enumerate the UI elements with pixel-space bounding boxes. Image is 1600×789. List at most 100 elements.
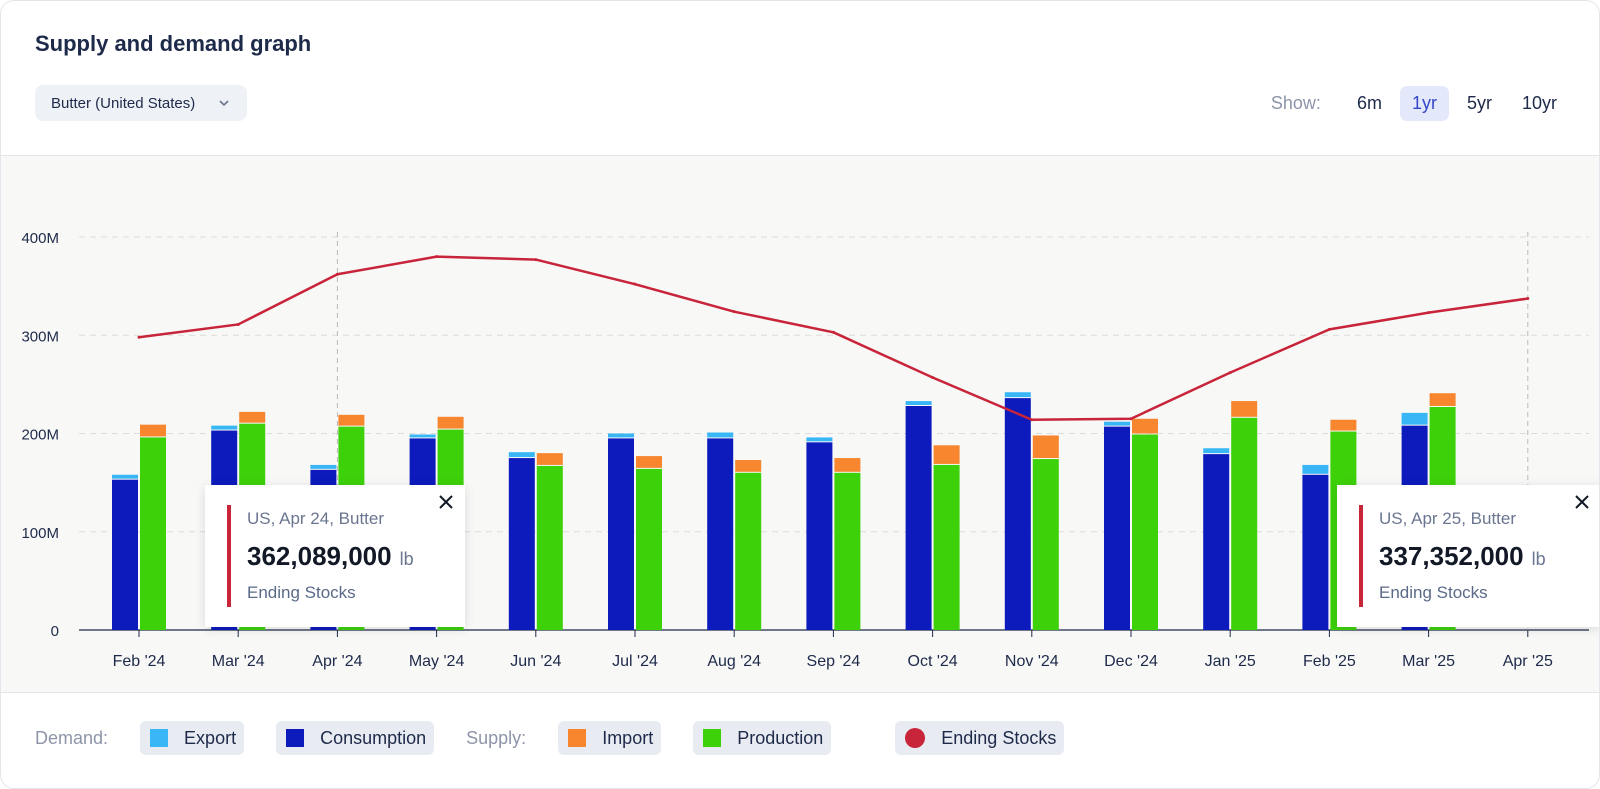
bar-production (1231, 417, 1258, 630)
point-ending-stocks (435, 255, 439, 259)
bar-production (834, 472, 861, 630)
x-tick-label: Apr '25 (1503, 653, 1553, 670)
legend-item-ending-stocks[interactable]: Ending Stocks (895, 721, 1065, 755)
x-tick-label: Feb '25 (1303, 653, 1356, 670)
y-tick-label: 100M (21, 525, 59, 542)
legend-swatch-consumption (286, 729, 305, 747)
x-tick-label: Nov '24 (1005, 653, 1059, 670)
bar-import (735, 460, 762, 472)
bar-consumption (1004, 398, 1031, 630)
bar-production (933, 464, 960, 630)
bar-consumption (905, 405, 932, 630)
bar-production (536, 465, 563, 630)
bar-import (239, 411, 266, 423)
range-5yr-button[interactable]: 5yr (1466, 93, 1492, 113)
point-ending-stocks (1526, 297, 1530, 301)
range-6m-button[interactable]: 6m (1356, 93, 1382, 113)
tooltip-label: Ending Stocks (1379, 583, 1488, 602)
y-tick-label: 0 (51, 623, 59, 640)
tooltip-apr-24: US, Apr 24, Butter 362,089,000 lb Ending … (205, 485, 465, 627)
bar-export (409, 434, 436, 438)
bar-export (211, 425, 238, 430)
tooltip-value-number: 362,089,000 (247, 541, 392, 571)
bar-export (806, 437, 833, 442)
bar-production (1032, 459, 1059, 630)
bar-export (310, 464, 337, 469)
legend-label-consumption: Consumption (320, 727, 427, 748)
bar-consumption (1302, 474, 1329, 630)
range-10yr-button[interactable]: 10yr (1521, 93, 1557, 113)
bar-export (608, 433, 634, 438)
point-ending-stocks (1327, 327, 1331, 331)
bar-consumption (112, 479, 138, 630)
bar-import (1032, 435, 1059, 459)
bar-import (1132, 418, 1158, 434)
commodity-dropdown-value: Butter (United States) (51, 94, 196, 112)
range-1yr-button[interactable]: 1yr (1399, 86, 1449, 121)
bar-import (1429, 393, 1456, 406)
tooltip-apr-25: US, Apr 25, Butter 337,352,000 lb Ending … (1337, 485, 1599, 627)
x-tick-label: May '24 (409, 653, 465, 670)
bar-import (437, 416, 464, 429)
bar-import (834, 458, 861, 472)
point-ending-stocks (1228, 371, 1232, 375)
close-icon[interactable] (437, 493, 455, 511)
point-ending-stocks (335, 272, 339, 276)
close-icon[interactable] (1573, 493, 1591, 511)
bar-production (140, 437, 166, 630)
legend-swatch-import (568, 729, 587, 747)
bar-consumption (806, 442, 833, 630)
bar-import (536, 453, 563, 465)
tooltip-value: 362,089,000 lb (247, 541, 414, 572)
bar-consumption (1104, 426, 1130, 630)
bar-export (1203, 448, 1230, 454)
point-ending-stocks (1129, 417, 1133, 421)
legend-swatch-production (703, 729, 722, 747)
legend-item-production[interactable]: Production (693, 721, 832, 755)
tooltip-series-marker (1359, 505, 1363, 607)
legend-item-import[interactable]: Import (558, 721, 662, 755)
x-tick-label: Sep '24 (807, 653, 861, 670)
tooltip-unit: lb (399, 549, 414, 569)
bar-export (112, 474, 138, 479)
point-ending-stocks (831, 330, 835, 334)
legend-swatch-ending-stocks (905, 728, 926, 748)
point-ending-stocks (236, 322, 240, 326)
legend-label-export: Export (184, 727, 237, 748)
y-tick-label: 200M (21, 427, 59, 444)
tooltip-title: US, Apr 25, Butter (1379, 509, 1517, 528)
x-tick-label: Dec '24 (1104, 653, 1158, 670)
legend-demand-label: Demand: (35, 727, 109, 748)
tooltip-title: US, Apr 24, Butter (247, 509, 385, 528)
x-tick-label: Jul '24 (612, 653, 658, 670)
tooltip-value: 337,352,000 lb (1379, 541, 1546, 572)
x-tick-label: Oct '24 (908, 653, 958, 670)
bar-production (1132, 434, 1158, 630)
point-ending-stocks (534, 258, 538, 262)
bar-consumption (608, 438, 634, 630)
commodity-dropdown[interactable]: Butter (United States) (35, 85, 247, 121)
bar-production (735, 472, 762, 630)
x-tick-label: Feb '24 (113, 653, 166, 670)
x-tick-label: Mar '24 (212, 653, 265, 670)
range-selector: Show: 6m 1yr 5yr 10yr (1271, 86, 1569, 121)
bar-import (636, 456, 662, 468)
legend-swatch-export (150, 729, 169, 747)
legend-label-production: Production (737, 727, 824, 748)
legend-item-consumption[interactable]: Consumption (276, 721, 435, 755)
x-tick-label: Mar '25 (1402, 653, 1455, 670)
chart-legend: Demand: Export Consumption Supply: Impor… (35, 721, 1096, 755)
bar-export (1004, 392, 1031, 398)
bar-import (140, 424, 166, 437)
legend-label-ending-stocks: Ending Stocks (941, 727, 1057, 748)
bar-export (1401, 412, 1428, 425)
tooltip-unit: lb (1531, 549, 1546, 569)
x-tick-label: Jan '25 (1205, 653, 1256, 670)
page-title: Supply and demand graph (35, 31, 312, 56)
bar-export (1302, 464, 1329, 474)
bar-consumption (1203, 454, 1230, 630)
legend-supply-label: Supply: (466, 727, 527, 748)
legend-item-export[interactable]: Export (140, 721, 245, 755)
x-tick-label: Aug '24 (707, 653, 761, 670)
